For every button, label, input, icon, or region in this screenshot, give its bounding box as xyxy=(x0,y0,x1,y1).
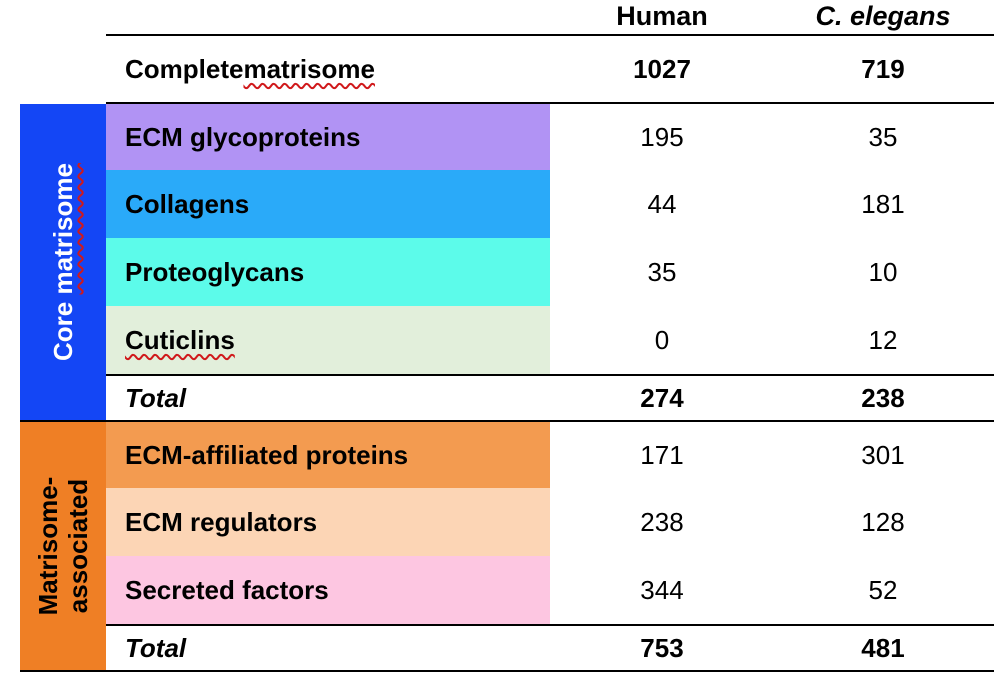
ecm-affiliated-human: 171 xyxy=(640,439,684,470)
core-matrisome-side-label: Core matrisome xyxy=(20,104,106,420)
cuticlins-celegans: 12 xyxy=(868,324,898,355)
core-total-human: 274 xyxy=(640,382,684,413)
core-total-label: Total xyxy=(125,382,187,413)
row-label-cuticlins: Cuticlins xyxy=(106,306,550,374)
core-total-rule xyxy=(106,374,994,376)
header-rule xyxy=(106,34,994,36)
complete-human-value: 1027 xyxy=(633,53,691,84)
collagens-celegans: 181 xyxy=(861,188,905,219)
row-label-ecm-affiliated-proteins: ECM-affiliated proteins xyxy=(106,422,550,488)
associated-total-human: 753 xyxy=(640,632,684,663)
secreted-factors-celegans: 52 xyxy=(868,574,898,605)
complete-matrisome-label: Complete matrisome xyxy=(125,53,375,84)
column-header-human: Human xyxy=(616,1,708,31)
cuticlins-human: 0 xyxy=(654,324,670,355)
row-label-proteoglycans: Proteoglycans xyxy=(106,238,550,306)
bottom-rule xyxy=(20,670,994,672)
secreted-factors-human: 344 xyxy=(640,574,684,605)
row-label-collagens: Collagens xyxy=(106,170,550,238)
ecm-regulators-celegans: 128 xyxy=(861,506,905,537)
associated-total-rule xyxy=(106,624,994,626)
complete-rule xyxy=(106,102,994,104)
associated-total-label: Total xyxy=(125,632,187,663)
ecm-regulators-human: 238 xyxy=(640,506,684,537)
collagens-human: 44 xyxy=(647,188,677,219)
core-total-celegans: 238 xyxy=(861,382,905,413)
proteoglycans-human: 35 xyxy=(647,256,677,287)
complete-celegans-value: 719 xyxy=(861,53,905,84)
group-separator-rule xyxy=(20,420,994,422)
row-label-secreted-factors: Secreted factors xyxy=(106,556,550,624)
column-header-celegans: C. elegans xyxy=(815,1,951,31)
row-label-ecm-regulators: ECM regulators xyxy=(106,488,550,556)
proteoglycans-celegans: 10 xyxy=(868,256,898,287)
ecm-glycoproteins-human: 195 xyxy=(640,121,684,152)
associated-total-celegans: 481 xyxy=(861,632,905,663)
ecm-affiliated-celegans: 301 xyxy=(861,439,905,470)
ecm-glycoproteins-celegans: 35 xyxy=(868,121,898,152)
row-label-ecm-glycoproteins: ECM glycoproteins xyxy=(106,104,550,170)
matrisome-associated-side-label: Matrisome- associated xyxy=(20,422,106,670)
